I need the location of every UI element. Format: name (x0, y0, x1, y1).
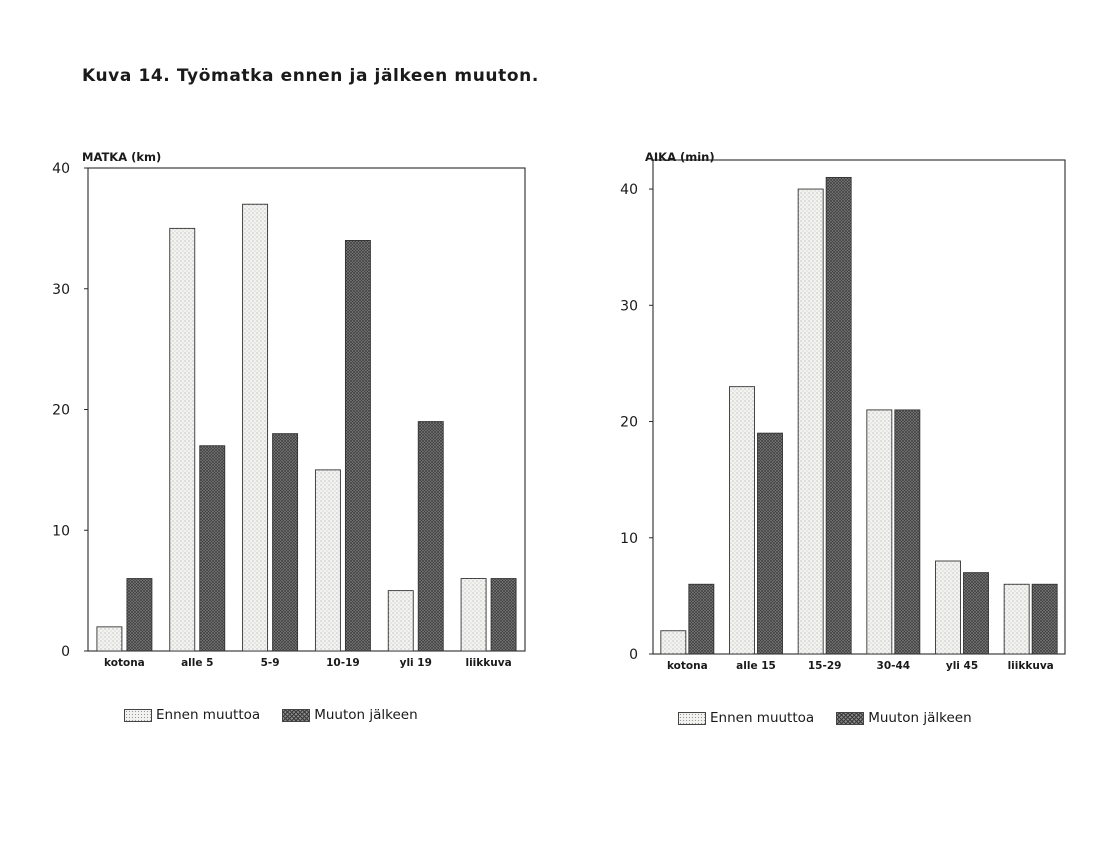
bar-after (417, 421, 444, 652)
bar-after (490, 578, 517, 652)
x-tick-label: 10-19 (326, 657, 360, 669)
bar-before (729, 386, 755, 655)
bar-before (460, 578, 487, 652)
legend-label-after: Muuton jälkeen (868, 710, 972, 726)
y-tick-label: 30 (620, 298, 638, 314)
bar-after (344, 239, 371, 652)
y-axis-label: AIKA (min) (645, 150, 715, 164)
bar-after (126, 578, 153, 652)
legend-item-before: Ennen muuttoa (124, 707, 260, 723)
x-tick-label: kotona (104, 657, 145, 669)
y-tick-label: 10 (52, 523, 70, 539)
x-tick-label: liikkuva (465, 657, 511, 669)
bar-after (963, 572, 989, 655)
y-tick-label: 0 (629, 647, 638, 663)
bar-after (825, 176, 852, 655)
chart-legend-right: Ennen muuttoa Muuton jälkeen (678, 710, 994, 726)
x-tick-label: yli 45 (946, 660, 978, 672)
legend-label-before: Ennen muuttoa (710, 710, 815, 726)
x-tick-label: 15-29 (808, 660, 842, 672)
bar-before (660, 630, 687, 655)
plot-area-frame (87, 167, 526, 652)
y-tick-label: 10 (620, 531, 638, 547)
plot-area-frame (652, 159, 1066, 655)
bar-after (757, 432, 783, 655)
y-tick-label: 40 (52, 161, 70, 177)
x-tick-label: alle 5 (181, 657, 213, 669)
bar-before (935, 560, 961, 655)
legend-swatch-after (282, 708, 311, 722)
y-tick-label: 0 (61, 644, 70, 660)
bar-before (866, 409, 893, 655)
bar-before (242, 203, 269, 652)
bar-after (272, 433, 299, 652)
bar-before (797, 188, 824, 655)
x-tick-label: yli 19 (400, 657, 432, 669)
legend-swatch-after (836, 711, 865, 725)
y-axis-label: MATKA (km) (82, 150, 161, 164)
figure-title: Kuva 14. Työmatka ennen ja jälkeen muuto… (82, 66, 539, 86)
bar-after (688, 583, 715, 655)
legend-item-after: Muuton jälkeen (282, 707, 418, 723)
legend-label-before: Ennen muuttoa (156, 707, 261, 723)
legend-swatch-before (678, 711, 706, 725)
y-tick-label: 20 (620, 415, 638, 431)
bar-before (169, 227, 196, 652)
bar-before (1003, 583, 1030, 655)
bar-after (894, 409, 921, 655)
y-tick-label: 30 (52, 282, 70, 298)
x-tick-label: 5-9 (261, 657, 280, 669)
y-tick-label: 40 (620, 182, 638, 198)
x-tick-label: liikkuva (1008, 660, 1054, 672)
chart-legend-left: Ennen muuttoa Muuton jälkeen (124, 707, 440, 723)
bar-before (314, 469, 341, 652)
bar-before (387, 590, 414, 652)
legend-swatch-before (124, 708, 152, 722)
bar-before (96, 626, 123, 652)
y-tick-label: 20 (52, 403, 70, 419)
x-tick-label: 30-44 (877, 660, 911, 672)
legend-item-after: Muuton jälkeen (836, 710, 972, 726)
legend-item-before: Ennen muuttoa (678, 710, 814, 726)
bar-after (199, 445, 226, 652)
bar-after (1031, 583, 1058, 655)
x-tick-label: kotona (667, 660, 708, 672)
legend-label-after: Muuton jälkeen (314, 707, 418, 723)
x-tick-label: alle 15 (736, 660, 776, 672)
